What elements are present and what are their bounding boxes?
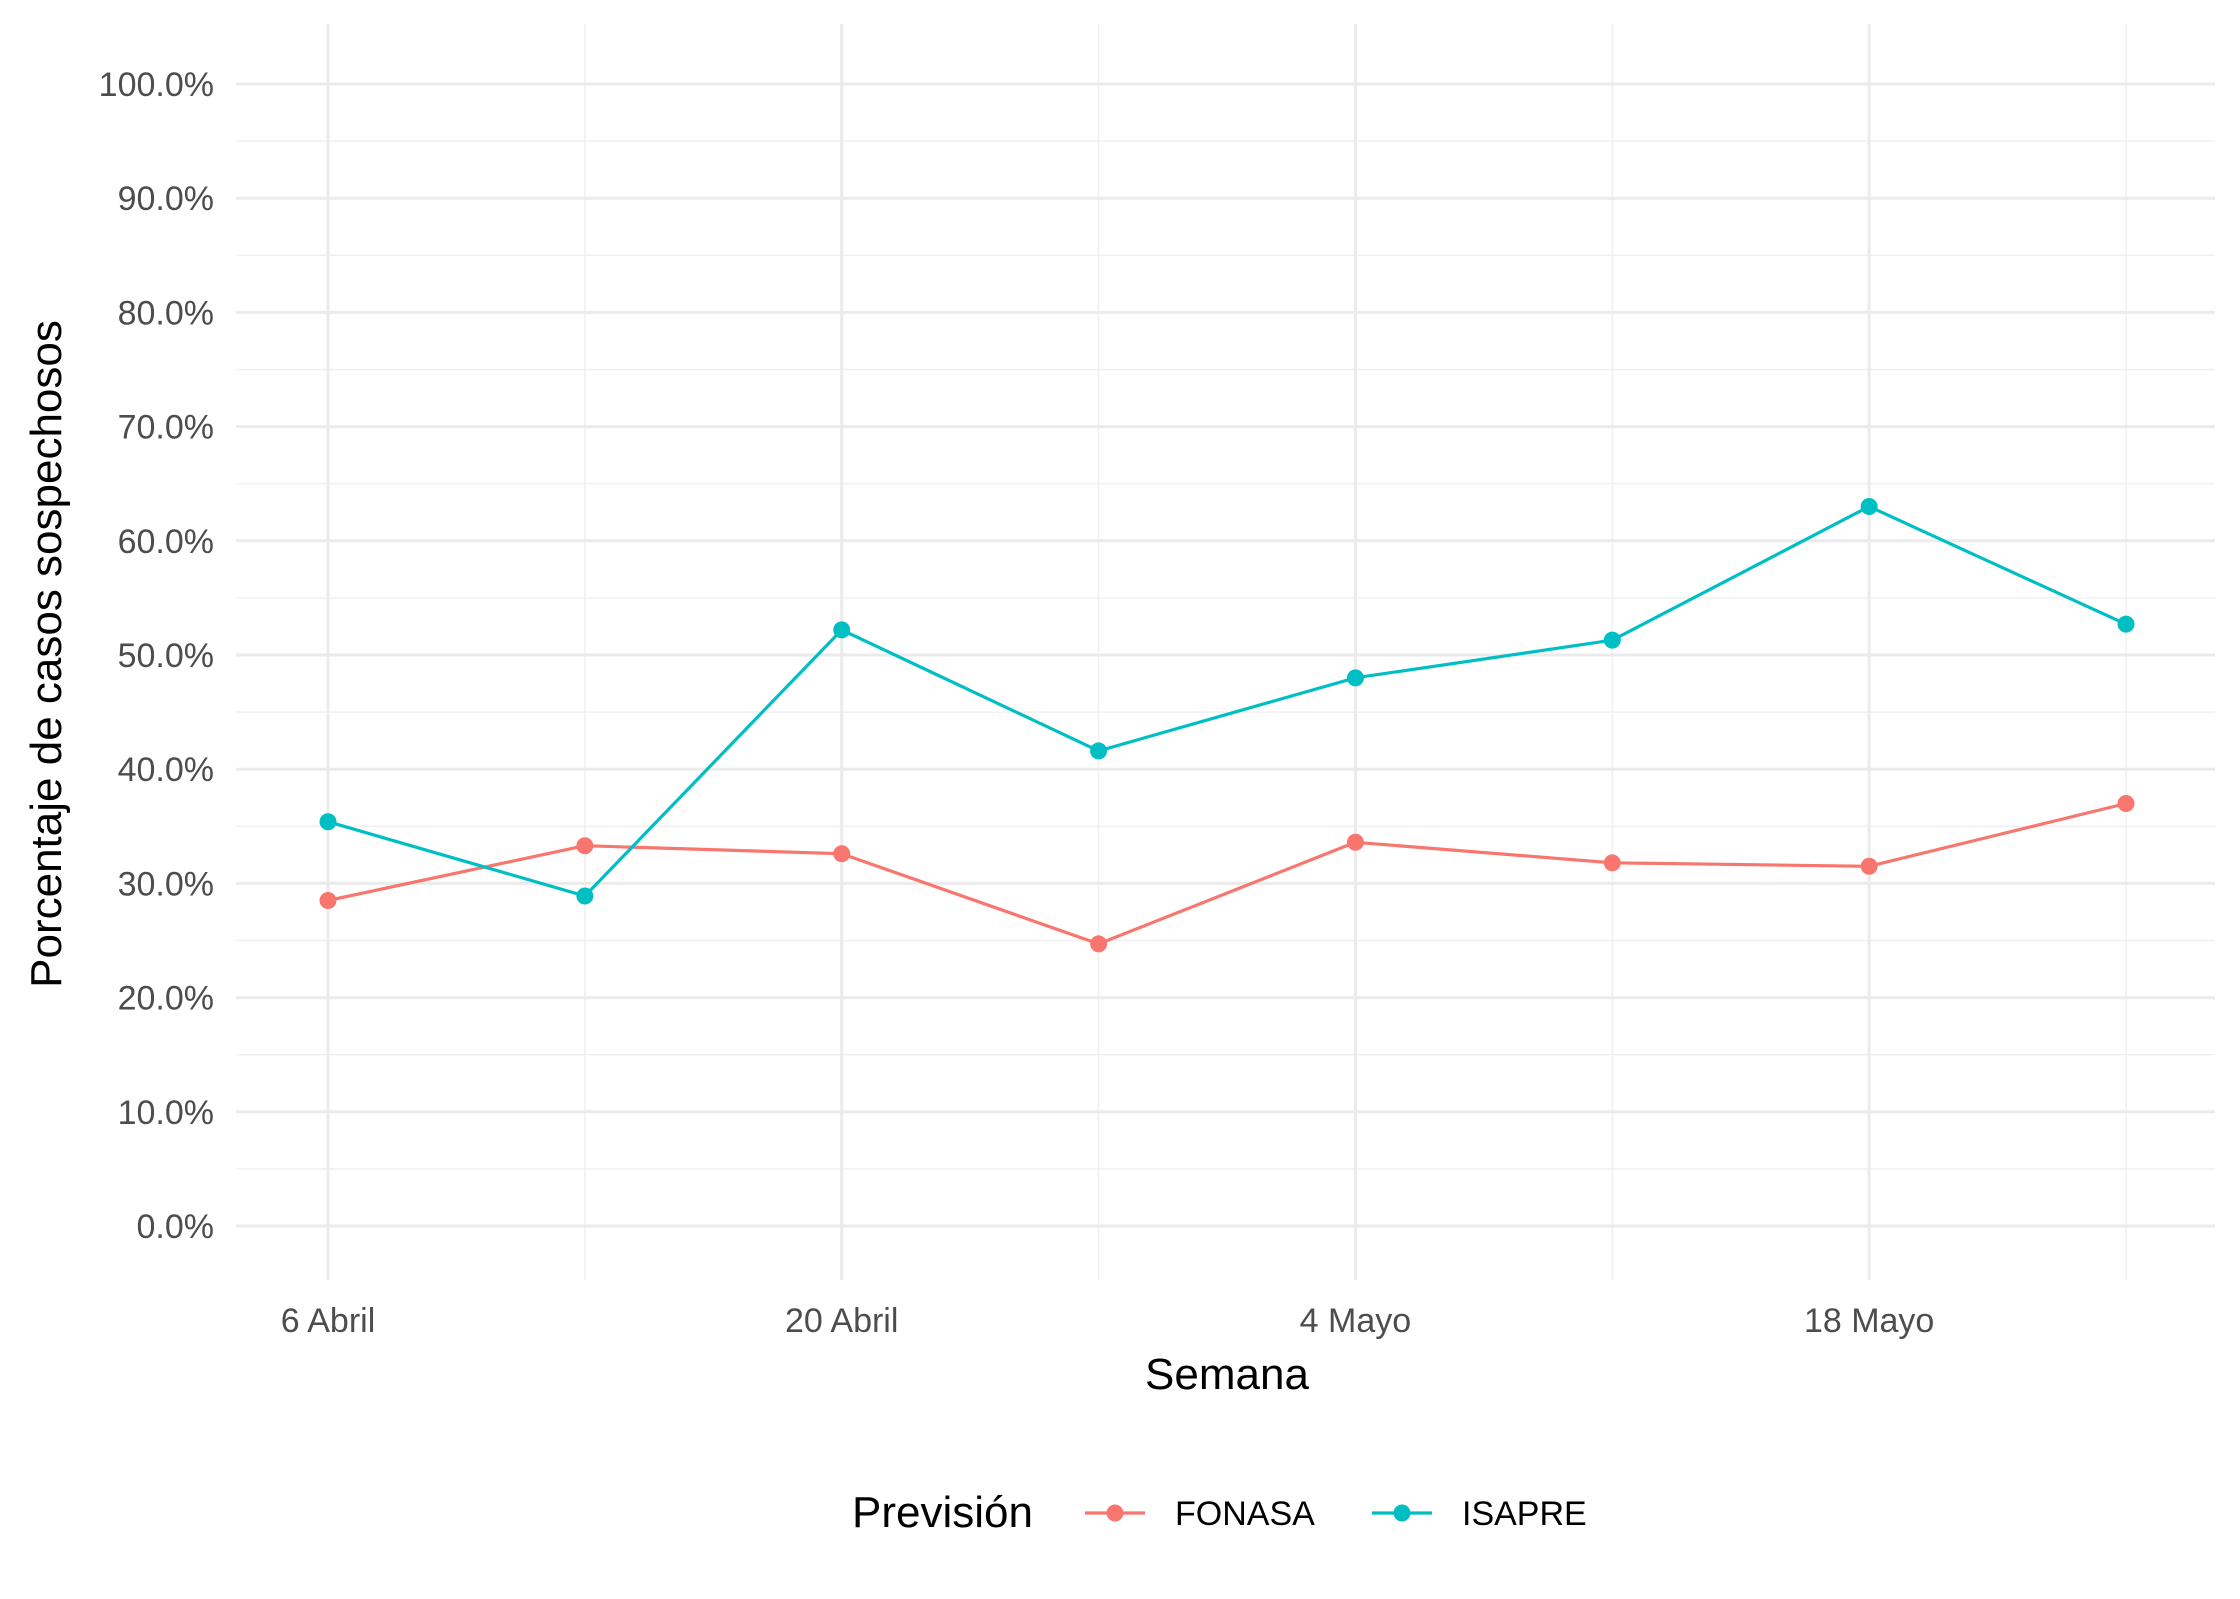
legend-items: FONASA ISAPRE (1085, 1495, 1587, 1533)
y-tick-label: 40.0% (118, 751, 214, 789)
series-fonasa (319, 794, 2135, 953)
series-line (327, 504, 2127, 898)
y-tick-label: 70.0% (118, 409, 214, 447)
data-point (833, 621, 851, 639)
y-tick-label: 80.0% (118, 294, 214, 332)
y-tick-labels: 0.0% 10.0% 20.0% 30.0% 40.0% 50.0% 60.0% 70.0% 8… (99, 66, 214, 1246)
data-point (576, 887, 594, 905)
legend-key-point (1393, 1504, 1411, 1522)
y-tick-label: 50.0% (118, 637, 214, 675)
data-point (1860, 498, 1878, 516)
y-tick-label: 20.0% (118, 980, 214, 1018)
data-point (1603, 854, 1621, 872)
legend-item-fonasa: FONASA (1085, 1495, 1315, 1533)
data-point (1090, 742, 1108, 760)
y-tick-label: 100.0% (99, 66, 214, 104)
y-tick-label: 90.0% (118, 180, 214, 218)
legend-key-point (1106, 1504, 1124, 1522)
data-point (1603, 631, 1621, 649)
y-tick-label: 60.0% (118, 523, 214, 561)
series-isapre (319, 498, 2135, 905)
data-point (833, 845, 851, 863)
data-point (1346, 669, 1364, 687)
x-tick-label: 4 Mayo (1300, 1302, 1412, 1340)
legend-title: Previsión (852, 1488, 1033, 1537)
x-tick-label: 20 Abril (785, 1302, 898, 1340)
y-tick-label: 0.0% (137, 1208, 215, 1246)
legend-label: FONASA (1175, 1495, 1315, 1533)
y-tick-label: 30.0% (118, 865, 214, 903)
y-tick-label: 10.0% (118, 1094, 214, 1132)
data-point (2117, 794, 2135, 812)
data-point (576, 837, 594, 855)
x-tick-label: 6 Abril (281, 1302, 376, 1340)
data-point (1346, 833, 1364, 851)
x-tick-label: 18 Mayo (1804, 1302, 1934, 1340)
legend: Previsión FONASA ISAPRE (852, 1488, 1587, 1537)
y-axis-title: Porcentaje de casos sospechosos (22, 320, 71, 988)
series-line (327, 801, 2127, 946)
data-point (2117, 615, 2135, 633)
x-axis-title: Semana (1145, 1350, 1309, 1399)
data-point (319, 813, 337, 831)
data-point (1860, 857, 1878, 875)
legend-label: ISAPRE (1462, 1495, 1587, 1533)
grid (236, 24, 2215, 1280)
series-layer (319, 498, 2135, 953)
legend-item-isapre: ISAPRE (1372, 1495, 1587, 1533)
data-point (319, 892, 337, 910)
data-point (1090, 935, 1108, 953)
x-tick-labels: 6 Abril 20 Abril 4 Mayo 18 Mayo (281, 1302, 1935, 1340)
